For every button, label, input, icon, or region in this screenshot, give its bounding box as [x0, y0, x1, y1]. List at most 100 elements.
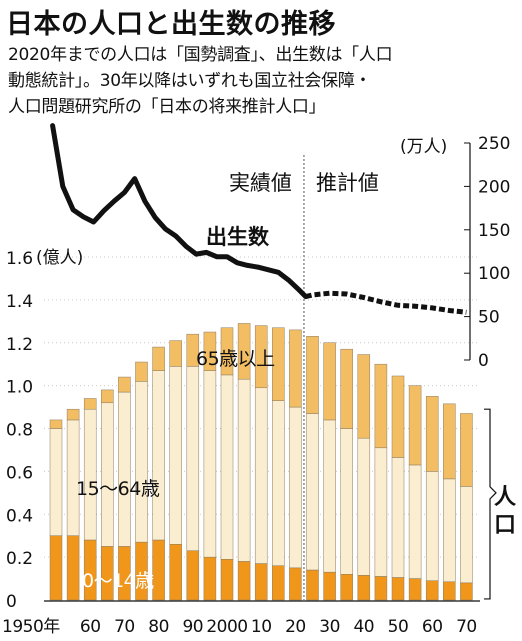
bar-young [272, 565, 285, 601]
births-tick-label: 50 [478, 308, 500, 328]
bar-working [340, 428, 353, 575]
bar-old [135, 361, 148, 382]
births-tick-label: 0 [478, 351, 489, 371]
x-tick-label: 60 [80, 617, 101, 637]
bar-old [83, 398, 97, 410]
x-tick-label: 70 [456, 617, 477, 637]
bar-old [425, 396, 439, 472]
population-label: 口 [494, 513, 516, 538]
bar-working [408, 464, 422, 579]
bar-old [340, 348, 353, 429]
bar-working [374, 447, 388, 577]
x-tick-label: 60 [422, 617, 443, 637]
bar-working [49, 428, 63, 536]
bar-old [237, 323, 251, 380]
bar-working [83, 408, 97, 541]
bar-old [169, 340, 182, 367]
bar-old [186, 333, 200, 367]
bar-young [306, 569, 319, 601]
bar-young [66, 535, 80, 601]
x-tick-label: 30 [319, 617, 340, 637]
bar-young [220, 559, 234, 601]
births-projected-line [305, 290, 467, 315]
x-tick-label: 80 [148, 617, 169, 637]
bar-old [374, 363, 388, 449]
bar-young [391, 577, 405, 601]
bar-old [203, 331, 217, 371]
bar-old [443, 403, 456, 480]
bar-old [391, 375, 405, 458]
births-actual-line [50, 123, 309, 300]
y-tick-label: 0.4 [6, 506, 33, 526]
y-tick-label: 0.6 [6, 463, 33, 483]
y-tick-label: 0.8 [6, 421, 33, 441]
bar-old [408, 385, 422, 466]
label-0-14: 0〜14歳 [82, 570, 154, 592]
bar-young [254, 563, 268, 601]
bar-old [460, 413, 473, 487]
bar-working [391, 457, 405, 578]
actual-label: 実績値 [229, 171, 292, 195]
label-15-64: 15〜64歳 [76, 478, 160, 500]
bar-working [152, 370, 165, 541]
bar-young [460, 582, 473, 601]
bar-young [289, 567, 302, 601]
births-tick-label: 200 [478, 177, 510, 197]
bar-young [237, 561, 251, 601]
bar-young [425, 580, 439, 601]
bar-working [443, 478, 456, 583]
bar-old [272, 327, 285, 401]
bar-working [306, 413, 319, 571]
bar-old [289, 329, 302, 408]
bar-working [425, 471, 439, 581]
births-tick-label: 150 [478, 221, 510, 241]
bar-old [152, 346, 165, 371]
bar-working [237, 378, 251, 562]
births-unit-label: (万人) [400, 137, 447, 157]
bar-old [306, 336, 319, 414]
y-axis-label: (億人) [36, 248, 83, 268]
bar-old [118, 376, 131, 393]
bar-working [220, 374, 234, 560]
bar-young [323, 571, 336, 601]
bar-working [323, 419, 336, 573]
x-tick-label: 40 [353, 617, 374, 637]
subtitle-line-1: 2020年までの人口は「国勢調査」、出生数は「人口 [8, 45, 393, 65]
population-bracket [484, 408, 497, 600]
bar-old [66, 408, 80, 421]
bar-old [220, 327, 234, 376]
bar-working [186, 366, 200, 551]
population-label: 人 [494, 485, 516, 510]
bar-young [186, 550, 200, 601]
x-tick-label: 50 [388, 617, 409, 637]
bar-working [460, 486, 473, 584]
bar-old [49, 419, 63, 429]
y-tick-label: 0 [6, 592, 17, 612]
y-tick-label: 1.2 [6, 335, 33, 355]
bar-young [408, 578, 422, 601]
bar-young [443, 581, 456, 601]
y-tick-label: 1.0 [6, 378, 33, 398]
y-tick-label: 0.2 [6, 549, 33, 569]
projected-label: 推計値 [316, 171, 379, 195]
bar-young [357, 575, 371, 601]
bar-working [272, 400, 285, 566]
x-tick-label: 1950年 [2, 617, 60, 637]
births-tick-label: 100 [478, 264, 510, 284]
births-label: 出生数 [206, 225, 270, 249]
label-65-over: 65歳以上 [196, 348, 275, 370]
bar-young [203, 556, 217, 601]
subtitle-line-2: 動態統計」。30年以降はいずれも国立社会保障・ [8, 71, 372, 91]
bar-working [254, 387, 268, 564]
bar-working [169, 366, 182, 545]
bar-young [152, 539, 165, 601]
bar-working [118, 391, 131, 547]
bar-young [49, 535, 63, 601]
x-tick-label: 90 [182, 617, 203, 637]
bar-old [357, 354, 371, 439]
chart-title: 日本の人口と出生数の推移 [6, 9, 336, 40]
bar-old [254, 325, 268, 389]
subtitle-line-3: 人口問題研究所の「日本の将来推計人口」 [8, 97, 326, 117]
bar-working [101, 402, 114, 547]
y-tick-label: 1.4 [6, 292, 33, 312]
